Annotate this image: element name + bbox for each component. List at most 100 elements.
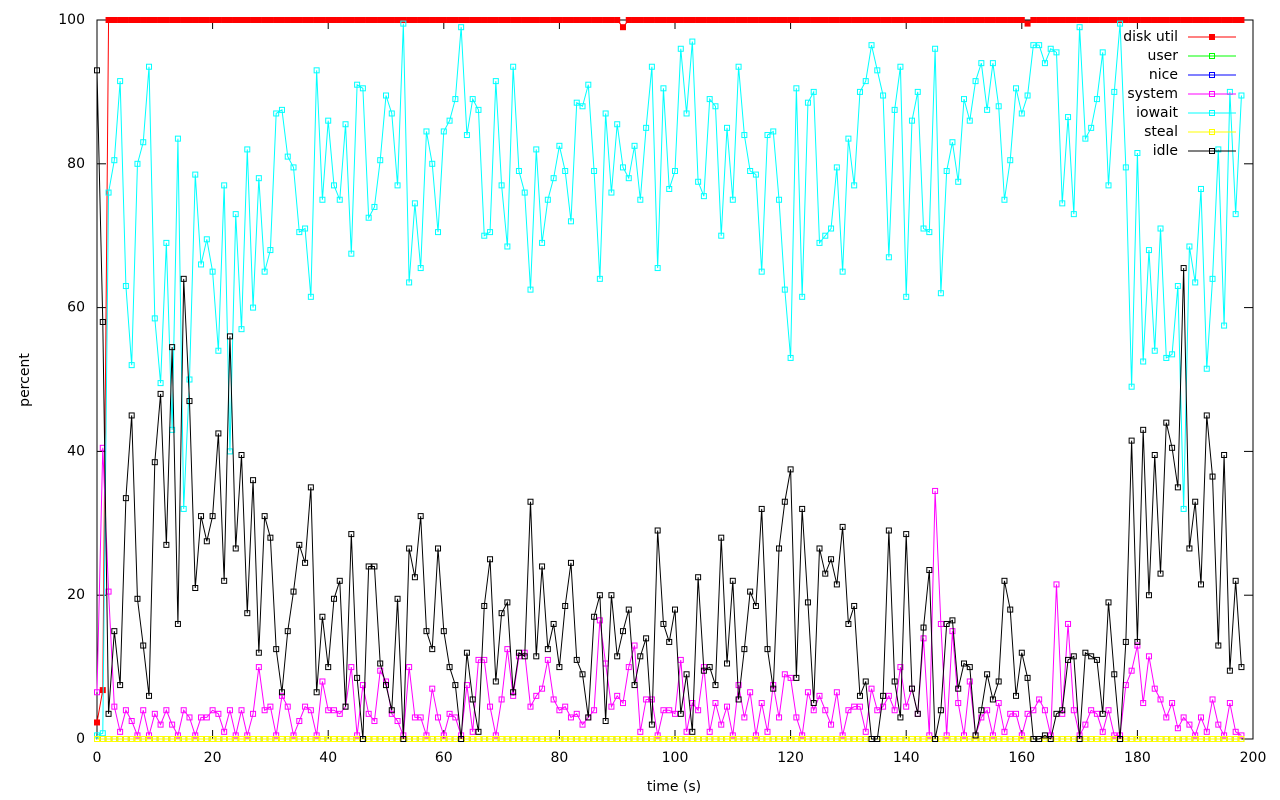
point-marker	[1099, 728, 1106, 735]
point-marker	[1053, 17, 1060, 23]
point-marker	[1111, 732, 1118, 739]
point-marker	[394, 182, 401, 189]
point-marker	[602, 17, 609, 23]
point-marker	[880, 736, 887, 742]
point-marker	[250, 304, 257, 311]
point-marker	[1169, 351, 1176, 358]
point-marker	[319, 17, 326, 23]
point-marker	[99, 318, 106, 325]
point-marker	[966, 17, 973, 23]
point-marker	[1093, 736, 1100, 742]
point-marker	[591, 167, 598, 174]
point-marker	[278, 106, 285, 113]
point-marker	[822, 736, 829, 742]
point-marker	[255, 664, 262, 671]
point-marker	[296, 718, 303, 725]
point-marker	[238, 326, 245, 333]
point-marker	[1203, 728, 1210, 735]
point-marker	[122, 736, 129, 742]
point-marker	[862, 678, 869, 685]
point-marker	[330, 707, 337, 714]
point-marker	[117, 736, 124, 742]
point-marker	[747, 736, 754, 742]
point-marker	[1076, 736, 1083, 742]
point-marker	[556, 707, 563, 714]
point-marker	[856, 692, 863, 699]
point-marker	[325, 707, 332, 714]
point-marker	[446, 736, 453, 742]
point-marker	[521, 17, 528, 23]
point-marker	[1122, 638, 1129, 645]
point-marker	[718, 736, 725, 742]
point-marker	[388, 707, 395, 714]
point-marker	[793, 736, 800, 742]
point-marker	[660, 17, 667, 23]
point-marker	[151, 315, 158, 322]
point-marker	[250, 17, 257, 23]
point-marker	[770, 736, 777, 742]
point-marker	[787, 17, 794, 23]
point-marker	[914, 736, 921, 742]
point-marker	[417, 265, 424, 272]
point-marker	[527, 286, 534, 293]
point-marker	[435, 714, 442, 721]
point-marker	[1122, 736, 1129, 742]
point-marker	[435, 545, 442, 552]
point-marker	[1174, 736, 1181, 742]
point-marker	[550, 696, 557, 703]
point-marker	[914, 17, 921, 23]
point-marker	[504, 17, 511, 23]
point-marker	[446, 17, 453, 23]
point-marker	[1001, 577, 1008, 584]
point-marker	[198, 261, 205, 268]
point-marker	[487, 736, 494, 742]
point-marker	[169, 736, 176, 742]
x-tick-label: 80	[550, 750, 568, 766]
point-marker	[498, 610, 505, 617]
point-marker	[313, 67, 320, 74]
point-marker	[198, 736, 205, 742]
point-marker	[995, 17, 1002, 23]
point-marker	[354, 736, 361, 742]
point-marker	[186, 398, 193, 405]
point-marker	[735, 682, 742, 689]
point-marker	[394, 718, 401, 725]
point-marker	[122, 495, 129, 502]
point-marker	[180, 707, 187, 714]
point-marker	[284, 703, 291, 710]
point-marker	[180, 17, 187, 23]
point-marker	[238, 707, 245, 714]
point-marker	[770, 128, 777, 135]
point-marker	[625, 736, 632, 742]
point-marker	[307, 17, 314, 23]
point-marker	[1065, 17, 1072, 23]
point-marker	[510, 63, 517, 70]
point-marker	[776, 545, 783, 552]
point-marker	[411, 574, 418, 581]
point-marker	[724, 660, 731, 667]
point-marker	[1197, 581, 1204, 588]
point-marker	[787, 736, 794, 742]
point-marker	[856, 88, 863, 95]
point-marker	[325, 664, 332, 671]
point-marker	[359, 682, 366, 689]
point-marker	[1041, 732, 1048, 739]
point-marker	[146, 692, 153, 699]
point-marker	[972, 78, 979, 85]
point-marker	[700, 193, 707, 200]
point-marker	[908, 117, 915, 124]
x-axis-label: time (s)	[647, 779, 701, 795]
point-marker	[475, 736, 482, 742]
point-marker	[758, 736, 765, 742]
point-marker	[169, 344, 176, 351]
point-marker	[989, 736, 996, 742]
point-marker	[111, 703, 118, 710]
point-marker	[1093, 17, 1100, 23]
point-marker	[1238, 664, 1245, 671]
point-marker	[354, 732, 361, 739]
point-marker	[1226, 736, 1233, 742]
point-marker	[463, 736, 470, 742]
point-marker	[949, 17, 956, 23]
point-marker	[1140, 17, 1147, 23]
point-marker	[804, 736, 811, 742]
